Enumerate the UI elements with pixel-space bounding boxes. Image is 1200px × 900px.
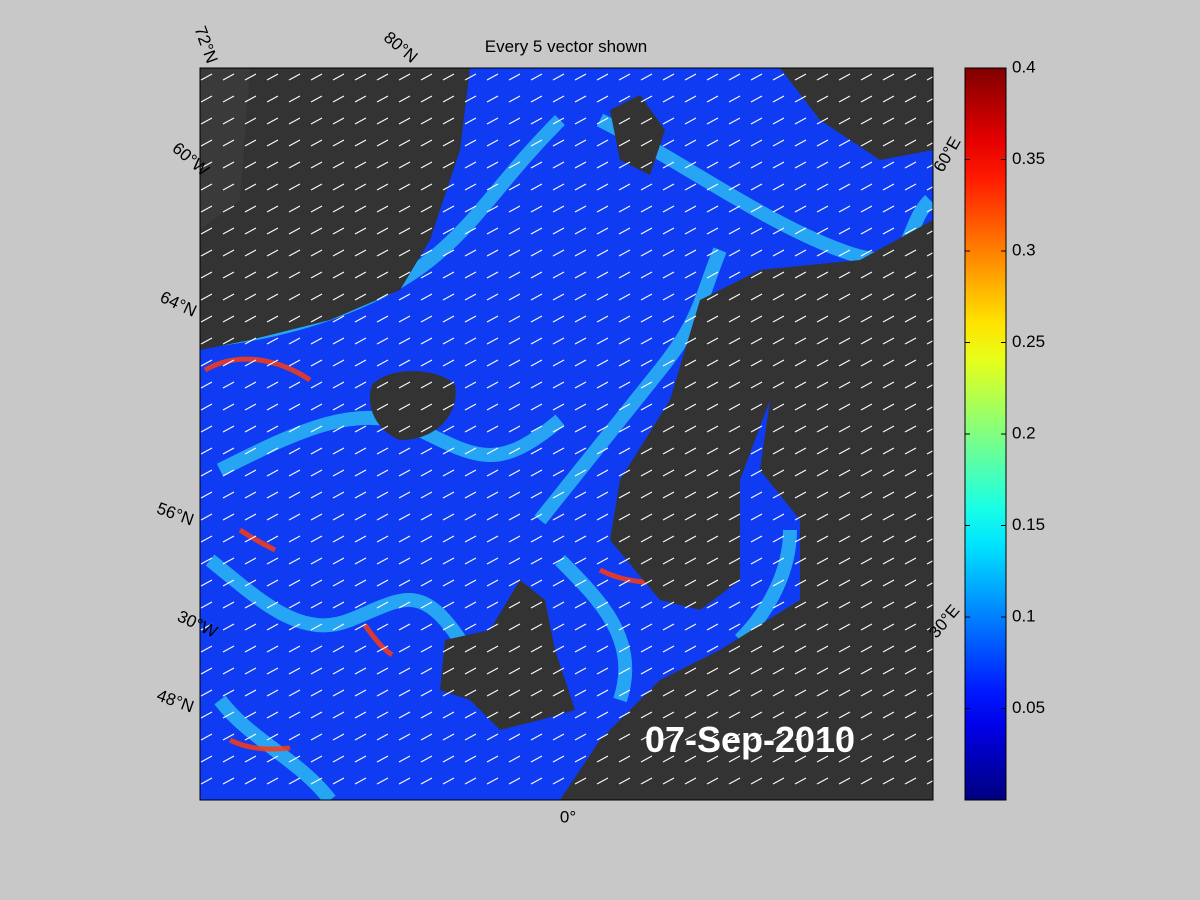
colorbar-tick-label: 0.4 [1012,57,1036,76]
colorbar [964,67,1007,801]
date-label: 07-Sep-2010 [645,719,855,760]
colorbar-tick-label: 0.1 [1012,606,1036,625]
map [200,68,933,800]
colorbar-tick-label: 0.05 [1012,698,1045,717]
colorbar-ticks: 0.05 0.1 0.15 0.2 0.25 0.3 0.35 0.4 [965,57,1045,717]
colorbar-tick-label: 0.3 [1012,240,1036,259]
colorbar-tick-label: 0.25 [1012,332,1045,351]
map-frame [199,67,934,801]
graticule-label: 0° [560,807,576,826]
colorbar-tick-label: 0.35 [1012,149,1045,168]
vectors [200,68,933,800]
colorbar-tick-label: 0.2 [1012,423,1036,442]
title: Every 5 vector shown [485,37,648,56]
colorbar-tick-label: 0.15 [1012,515,1045,534]
